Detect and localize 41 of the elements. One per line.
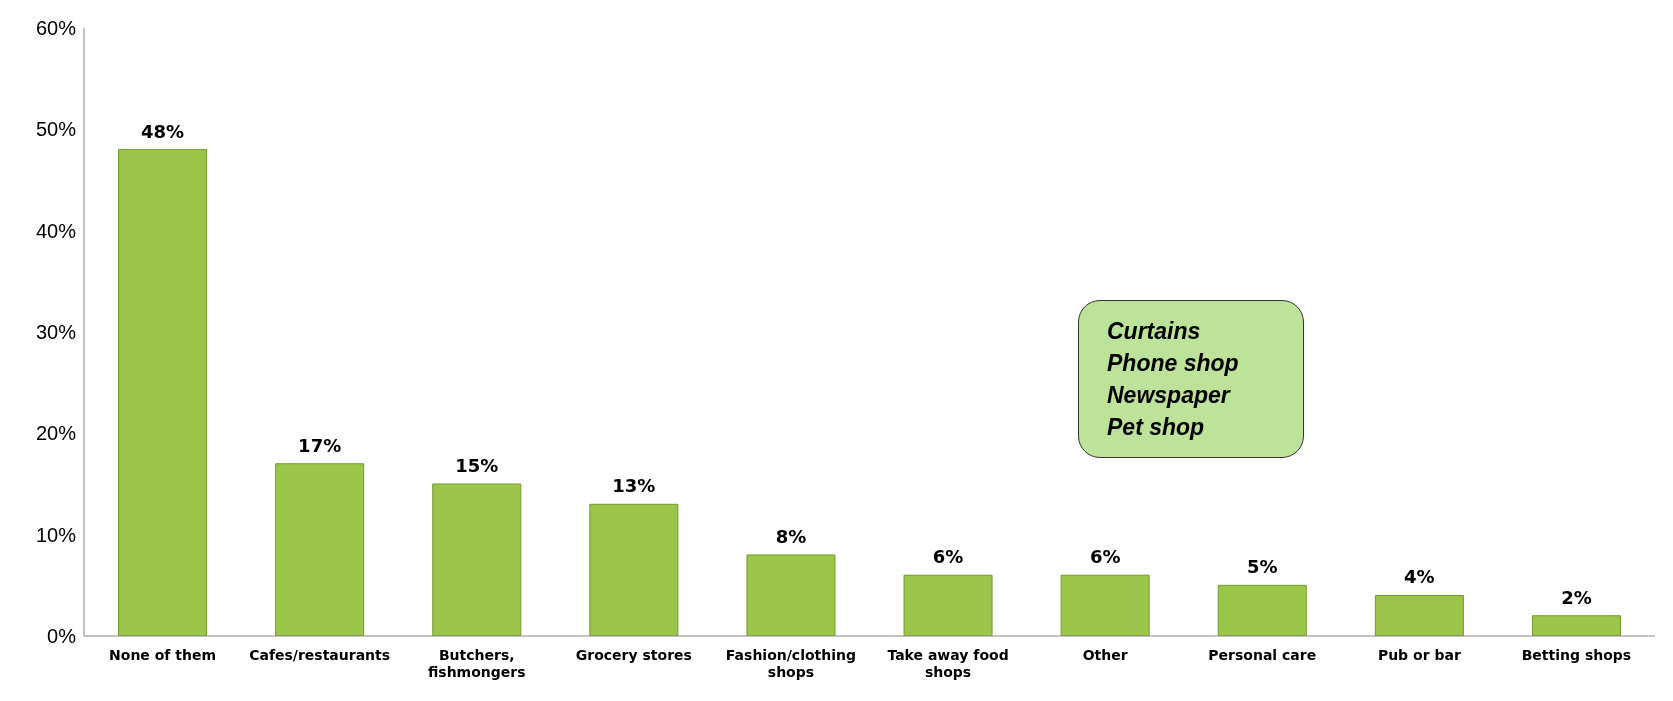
x-tick-label: Take away food shops xyxy=(887,647,1009,680)
data-label: 8% xyxy=(775,525,807,547)
annotation: Pet shop xyxy=(1107,413,1206,442)
x-tick-label: Pub or bar xyxy=(1377,647,1461,663)
x-tick-label: Butchers, fishmongers xyxy=(427,647,526,680)
y-tick-label: 30% xyxy=(35,321,77,344)
data-label: 5% xyxy=(1246,556,1278,578)
x-tick-label: Personal care xyxy=(1208,647,1317,663)
x-tick-label: Cafes/restaurants xyxy=(249,647,391,663)
bar xyxy=(118,149,208,636)
bar xyxy=(1217,584,1307,636)
bar xyxy=(1531,615,1621,636)
x-tick-label: Other xyxy=(1082,647,1128,663)
y-tick-label: 40% xyxy=(35,219,77,242)
data-label: 6% xyxy=(1089,546,1121,568)
bar xyxy=(432,483,522,636)
annotation: Newspaper xyxy=(1107,381,1232,410)
y-tick-label: 0% xyxy=(47,625,77,648)
bar xyxy=(746,554,836,636)
y-tick-label: 60% xyxy=(35,17,77,40)
y-tick-label: 50% xyxy=(35,118,77,141)
x-tick-label: None of them xyxy=(109,647,217,663)
data-label: 15% xyxy=(455,455,499,476)
data-label: 13% xyxy=(612,475,656,497)
data-label: 48% xyxy=(141,120,185,142)
x-tick-label: Fashion/clothing shops xyxy=(725,647,857,680)
y-tick-label: 20% xyxy=(35,422,77,445)
data-label: 4% xyxy=(1404,566,1435,588)
data-label: 2% xyxy=(1561,586,1592,608)
bar xyxy=(903,574,993,636)
data-label: 6% xyxy=(932,546,964,568)
bar xyxy=(1374,594,1464,636)
bar xyxy=(1060,574,1150,636)
y-tick-label: 10% xyxy=(35,523,77,546)
bar xyxy=(589,503,679,636)
x-tick-label: Grocery stores xyxy=(575,647,692,663)
x-tick-label: Betting shops xyxy=(1521,647,1632,663)
data-label: 17% xyxy=(298,434,342,456)
annotation: Phone shop xyxy=(1107,349,1240,378)
annotation: Curtains xyxy=(1107,317,1202,346)
bar xyxy=(275,463,365,636)
